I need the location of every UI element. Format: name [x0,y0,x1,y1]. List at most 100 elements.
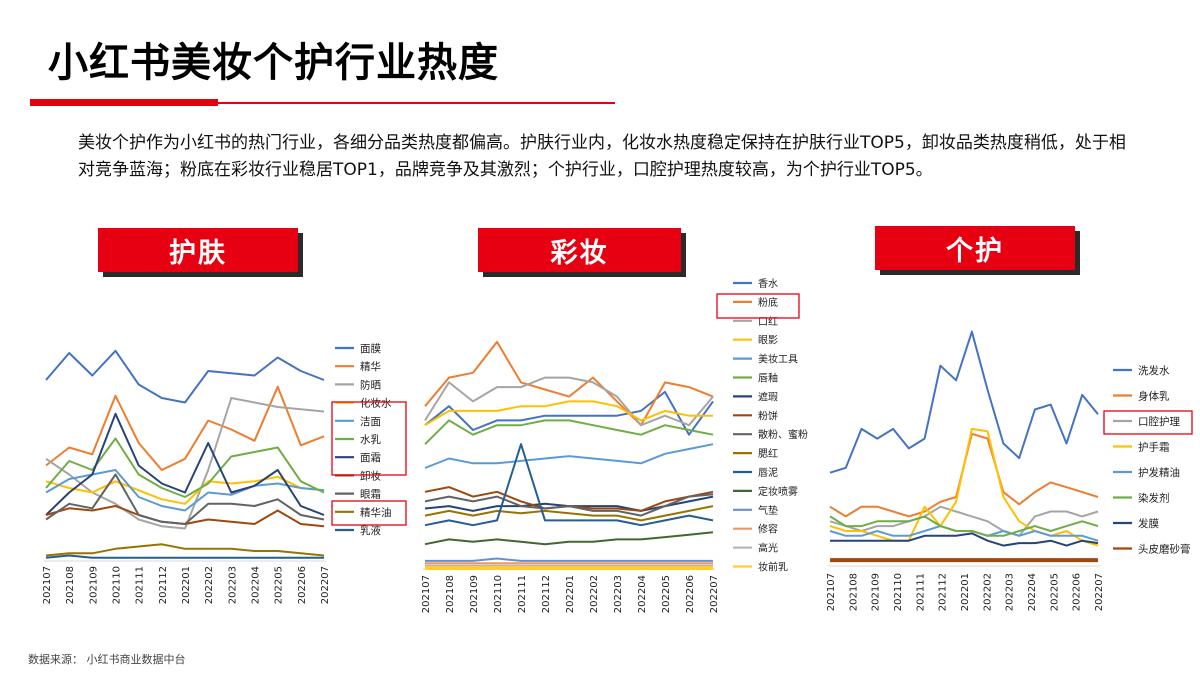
legend-label-气垫: 气垫 [758,504,778,517]
legend-label-定妆喷雾: 定妆喷雾 [758,485,798,498]
data-source: 数据来源： 小红书商业数据中台 [28,653,186,666]
chart-2-x-tick-label: 202207 [1094,573,1105,611]
series-line-定妆喷雾 [424,531,714,546]
chart-0-x-tick-label: 202107 [42,566,53,604]
chart-2-x-tick-label: 202112 [938,573,949,611]
legend-label-面霜: 面霜 [360,452,381,464]
series-line-香水 [424,390,714,436]
page-title: 小红书美妆个护行业热度 [48,40,499,86]
legend-highlight-box [716,293,800,319]
legend-label-精华: 精华 [360,360,381,373]
legend-label-水乳: 水乳 [360,433,381,446]
legend-label-粉饼: 粉饼 [758,409,778,422]
chart-0-x-tick-label: 202111 [135,566,146,604]
chart-1-x-tick-label: 202207 [709,575,720,613]
series-line-腮红 [424,505,714,522]
chart-2-x-tick-label: 202111 [915,573,926,611]
series-line-眼霜 [45,473,325,525]
chart-2-x-tick-label: 202202 [982,573,993,611]
series-line-精华 [45,385,325,471]
legend-label-香水: 香水 [758,278,778,290]
series-line-口红 [424,376,714,427]
chart-1-x-tick-label: 202110 [493,575,504,613]
title-underline-accent [30,99,218,106]
legend-label-散粉、蜜粉: 散粉、蜜粉 [758,428,808,441]
chart-2-x-tick-label: 202110 [893,573,904,611]
legend-label-唇釉: 唇釉 [758,372,778,385]
series-line-散粉、蜜粉 [424,493,714,517]
series-line-口腔护理 [829,505,1099,537]
legend-highlight-box [331,500,407,526]
legend-label-口红: 口红 [758,315,778,328]
chart-0-x-tick-label: 202205 [274,566,285,604]
series-line-面膜 [45,349,325,404]
category-label-makeup: 彩妆 [478,228,681,272]
series-line-染发剂 [829,515,1099,537]
series-line-眼影 [424,400,713,427]
chart-1-x-tick-label: 202112 [541,575,552,613]
series-line-化妆水 [45,475,325,505]
series-line-发膜 [830,532,1099,547]
chart-1-x-tick-label: 202201 [565,575,576,613]
chart-2-x-tick-label: 202109 [871,573,882,611]
chart-0-x-tick-label: 202201 [181,566,192,604]
chart-0-x-tick-label: 202110 [112,566,123,604]
category-label-skincare: 护肤 [98,228,298,272]
legend-label-护手霜: 护手霜 [1138,441,1170,454]
legend-label-修容: 修容 [758,523,778,536]
legend-label-眼霜: 眼霜 [360,489,381,501]
chart-1-x-tick-label: 202203 [613,575,624,613]
chart-1-x-tick-label: 202206 [685,575,696,613]
chart-0-x-tick-label: 202207 [320,566,331,604]
title-underline [30,102,615,104]
legend-label-洁面: 洁面 [360,415,381,428]
legend-label-腮红: 腮红 [758,447,778,460]
chart-2-x-tick-label: 202204 [1027,573,1038,611]
chart-0-x-tick-label: 202109 [88,566,99,604]
chart-2-x-tick-label: 202108 [848,573,859,611]
chart-0-x-tick-label: 202203 [227,566,238,604]
series-line-唇釉 [424,419,714,445]
chart-0-x-tick-label: 202108 [65,566,76,604]
chart-1-x-tick-label: 202108 [445,575,456,613]
series-line-唇泥 [424,443,714,527]
legend-label-妆前乳: 妆前乳 [758,561,788,574]
legend-label-染发剂: 染发剂 [1138,492,1170,505]
chart-0-x-tick-label: 202206 [297,566,308,604]
legend-label-洗发水: 洗发水 [1138,364,1170,377]
chart-0-x-tick-label: 202202 [204,566,215,604]
legend-highlight-box [331,401,407,476]
legend-label-卸妆: 卸妆 [360,469,381,482]
legend-label-乳液: 乳液 [360,524,381,537]
series-line-粉底 [424,340,714,427]
series-line-水乳 [45,437,325,498]
chart-1-x-tick-label: 202202 [589,575,600,613]
category-label-personal-care: 个护 [875,226,1075,270]
legend-label-发膜: 发膜 [1138,517,1160,530]
chart-1-x-tick-label: 202204 [637,575,648,613]
legend-label-遮瑕: 遮瑕 [758,390,778,403]
legend-label-护发精油: 护发精油 [1138,466,1180,479]
series-line-面霜 [45,412,325,516]
chart-2-x-tick-label: 202205 [1049,573,1060,611]
chart-2-x-tick-label: 202203 [1005,573,1016,611]
series-line-精华油 [45,543,325,557]
legend-label-面膜: 面膜 [360,343,381,355]
chart-2-x-tick-label: 202107 [826,573,837,611]
legend-label-精华油: 精华油 [360,506,392,519]
chart-2-x-tick-label: 202206 [1072,573,1083,611]
chart-0-x-tick-label: 202112 [158,566,169,604]
series-line-洗发水 [829,330,1099,474]
series-line-美妆工具 [424,443,714,469]
series-line-乳液 [45,554,324,559]
chart-1-x-tick-label: 202109 [469,575,480,613]
legend-label-口腔护理: 口腔护理 [1138,415,1180,428]
legend-highlight-box [1103,410,1193,435]
legend-label-粉底: 粉底 [758,296,778,309]
legend-label-高光: 高光 [758,542,778,555]
legend-label-防晒: 防晒 [360,378,381,391]
chart-1-x-tick-label: 202111 [517,575,528,613]
legend-label-眼影: 眼影 [758,335,778,347]
series-line-气垫 [425,557,713,562]
